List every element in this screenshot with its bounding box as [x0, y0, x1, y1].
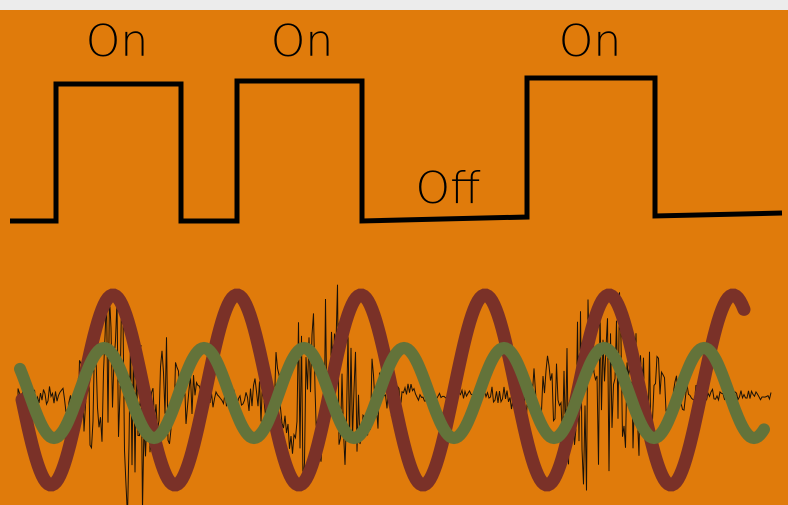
square-wave-icon — [10, 75, 783, 224]
red-sine-wave-icon — [15, 288, 751, 492]
off-label: Off — [416, 163, 482, 214]
on-label-3: On — [559, 16, 622, 67]
green-sine-wave-icon — [14, 341, 770, 445]
on-label-2: On — [271, 16, 334, 67]
on-label-1: On — [86, 16, 149, 67]
